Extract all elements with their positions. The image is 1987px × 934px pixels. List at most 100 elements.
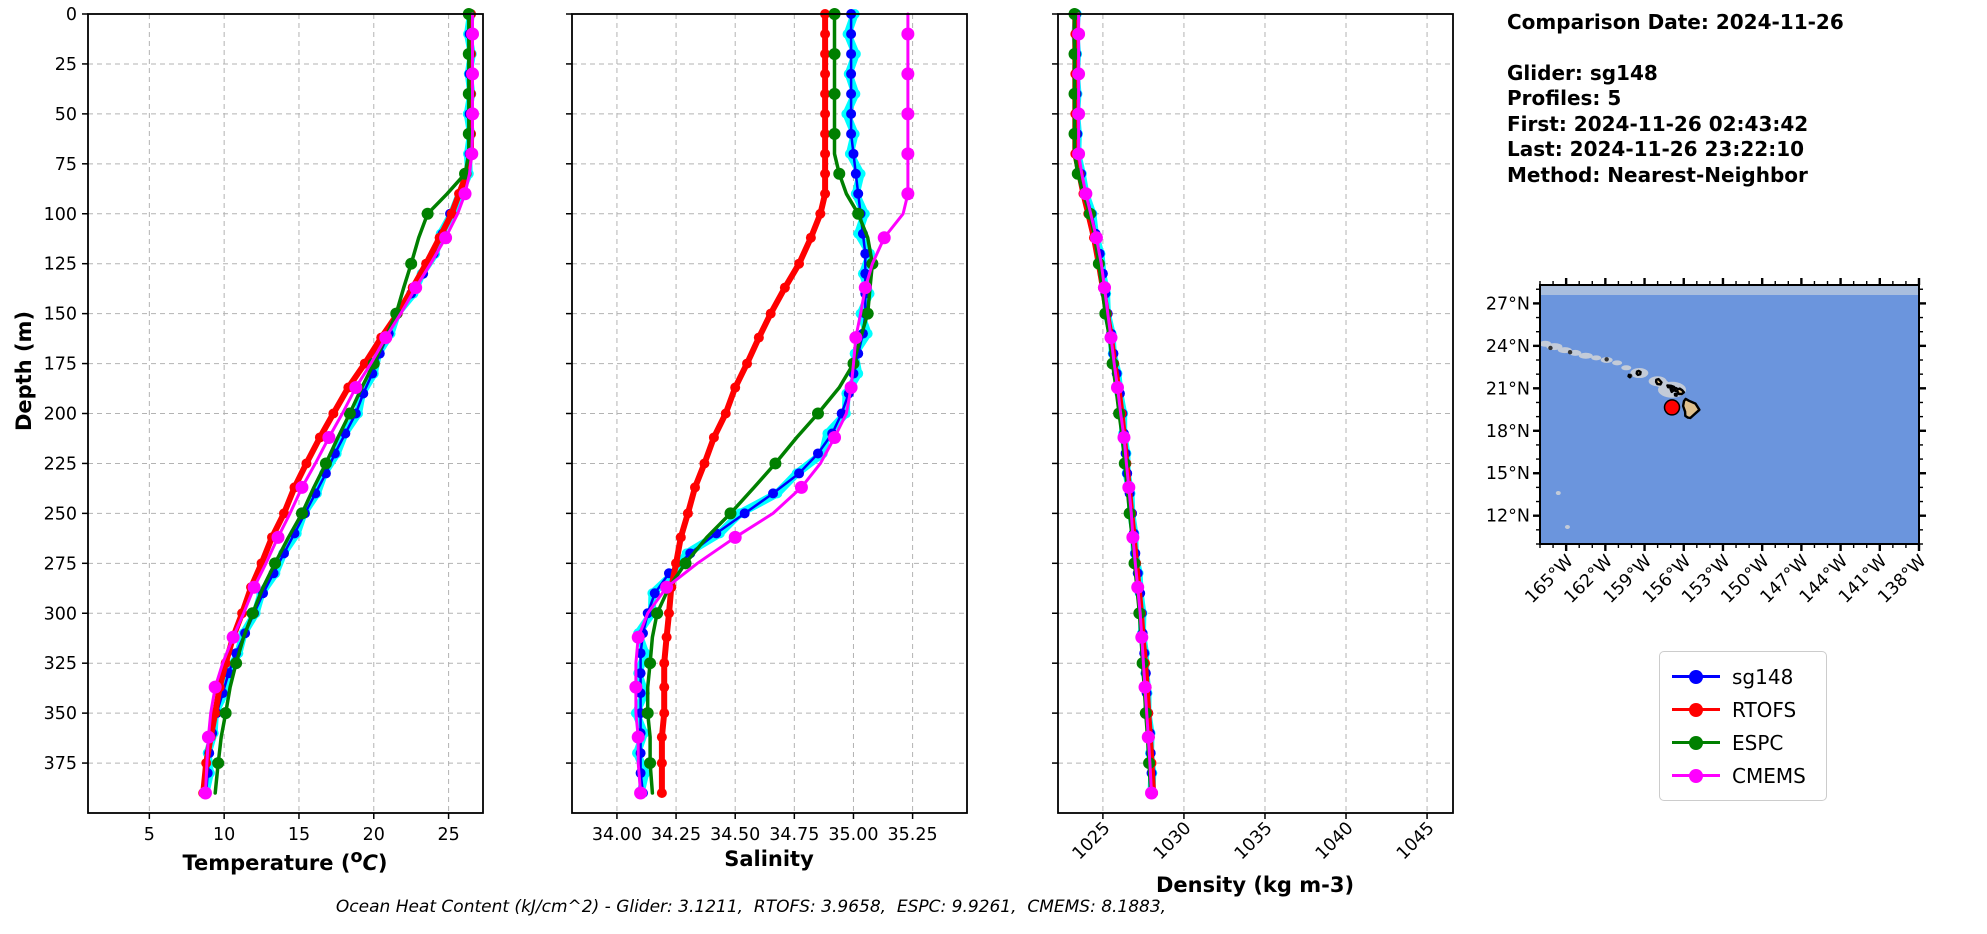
marker-ESPC (405, 257, 418, 270)
marker-ESPC (269, 557, 282, 570)
y-tick-label: 75 (55, 155, 77, 175)
legend-label: sg148 (1732, 664, 1794, 689)
series-ESPC (1068, 8, 1156, 795)
island-Hawaii (1681, 397, 1701, 420)
map-islands (1548, 345, 1701, 420)
legend-label: ESPC (1732, 730, 1784, 755)
marker-CMEMS (631, 630, 645, 644)
legend-label: CMEMS (1732, 763, 1806, 788)
marker-CMEMS (901, 187, 915, 201)
marker-CMEMS (858, 281, 872, 295)
marker-sg148 (794, 468, 805, 479)
axis-ticks: 5 10 15 20 250255075100125150175200225250275… (44, 5, 460, 845)
x-tick-label: 15 (288, 825, 310, 845)
x-tick-label: 34.00 (592, 825, 642, 845)
marker-CMEMS (1072, 27, 1086, 41)
x-tick-label: 1030 (1150, 818, 1196, 864)
series-CMEMS (198, 12, 480, 800)
island-Niihau (1627, 373, 1632, 379)
x-tick-label: 34.25 (651, 825, 701, 845)
marker-CMEMS (901, 27, 915, 41)
marker-ESPC (212, 757, 225, 770)
marker-RTOFS (720, 408, 731, 419)
island-Molokai (1666, 384, 1676, 389)
marker-ESPC (724, 507, 737, 520)
marker-sg148 (860, 248, 871, 259)
marker-RTOFS (689, 482, 700, 493)
gridlines (88, 13, 483, 813)
marker-CMEMS (849, 331, 863, 345)
marker-RTOFS (659, 708, 670, 719)
marker-RTOFS (279, 508, 290, 519)
marker-RTOFS (765, 308, 776, 319)
x-tick-label: 34.75 (769, 825, 819, 845)
marker-ESPC (679, 557, 692, 570)
x-tick-label: 35.00 (828, 825, 878, 845)
legend-dot-swatch (1689, 768, 1703, 783)
info-line-first: First: 2024-11-26 02:43:42 (1507, 111, 1809, 136)
y-tick-label: 275 (44, 554, 77, 574)
x-tick-label: 20 (363, 825, 385, 845)
marker-CMEMS (794, 480, 808, 494)
marker-CMEMS (1145, 786, 1159, 800)
marker-RTOFS (359, 358, 370, 369)
y-tick-label: 125 (44, 255, 77, 275)
marker-sg148 (853, 188, 864, 199)
marker-RTOFS (663, 608, 674, 619)
marker-CMEMS (901, 147, 915, 161)
axis-ticks: 1025 1030 1035 1040 1045 (1052, 13, 1439, 864)
marker-RTOFS (699, 458, 710, 469)
map-lat-label: 21°N (1486, 379, 1530, 399)
marker-CMEMS (349, 381, 363, 395)
marker-RTOFS (656, 758, 667, 769)
marker-sg148 (739, 508, 750, 519)
marker-RTOFS (820, 168, 831, 179)
marker-ESPC (230, 657, 243, 670)
depth-axis-label: Depth (m) (12, 310, 36, 432)
marker-CMEMS (1072, 67, 1086, 81)
marker-ESPC (421, 207, 434, 220)
marker-CMEMS (466, 27, 480, 41)
x-tick-label: 1040 (1312, 818, 1358, 864)
legend-item-rtofs: RTOFS (1672, 693, 1826, 726)
marker-CMEMS (629, 680, 643, 694)
marker-CMEMS (322, 430, 336, 444)
island-Kahoolawe (1673, 392, 1678, 397)
legend-dot-swatch (1689, 669, 1703, 684)
marker-CMEMS (877, 231, 891, 245)
marker-ESPC (295, 507, 308, 520)
marker-CMEMS (1126, 530, 1140, 544)
island-Lanai (1669, 387, 1675, 394)
marker-sg148 (846, 28, 857, 39)
series-CMEMS (629, 12, 915, 800)
marker-CMEMS (226, 630, 240, 644)
marker-CMEMS (439, 231, 453, 245)
marker-RTOFS (820, 188, 831, 199)
marker-RTOFS (328, 408, 339, 419)
marker-RTOFS (753, 332, 764, 343)
info-spacer (1507, 36, 1844, 61)
info-line-last: Last: 2024-11-26 23:22:10 (1507, 137, 1805, 161)
marker-RTOFS (820, 148, 831, 159)
legend-label: RTOFS (1732, 697, 1797, 722)
marker-CMEMS (409, 281, 423, 295)
marker-ESPC (651, 607, 664, 620)
x-axis-label-temperature: Temperature (oC) (182, 847, 388, 875)
marker-RTOFS (820, 128, 831, 139)
marker-ESPC (861, 307, 874, 320)
marker-CMEMS (1098, 281, 1112, 295)
x-tick-label: 1025 (1069, 818, 1115, 864)
legend-dot-swatch (1689, 702, 1703, 717)
marker-RTOFS (794, 258, 805, 269)
marker-CMEMS (201, 730, 215, 744)
y-tick-label: 25 (55, 55, 77, 75)
info-line-method: Method: Nearest-Neighbor (1507, 162, 1808, 187)
marker-sg148 (846, 88, 857, 99)
marker-CMEMS (828, 430, 842, 444)
temperature-profile-panel: 5 10 15 20 250255075100125150175200225250275… (44, 5, 484, 845)
marker-CMEMS (295, 480, 309, 494)
marker-CMEMS (1104, 331, 1118, 345)
marker-CMEMS (1089, 231, 1103, 245)
